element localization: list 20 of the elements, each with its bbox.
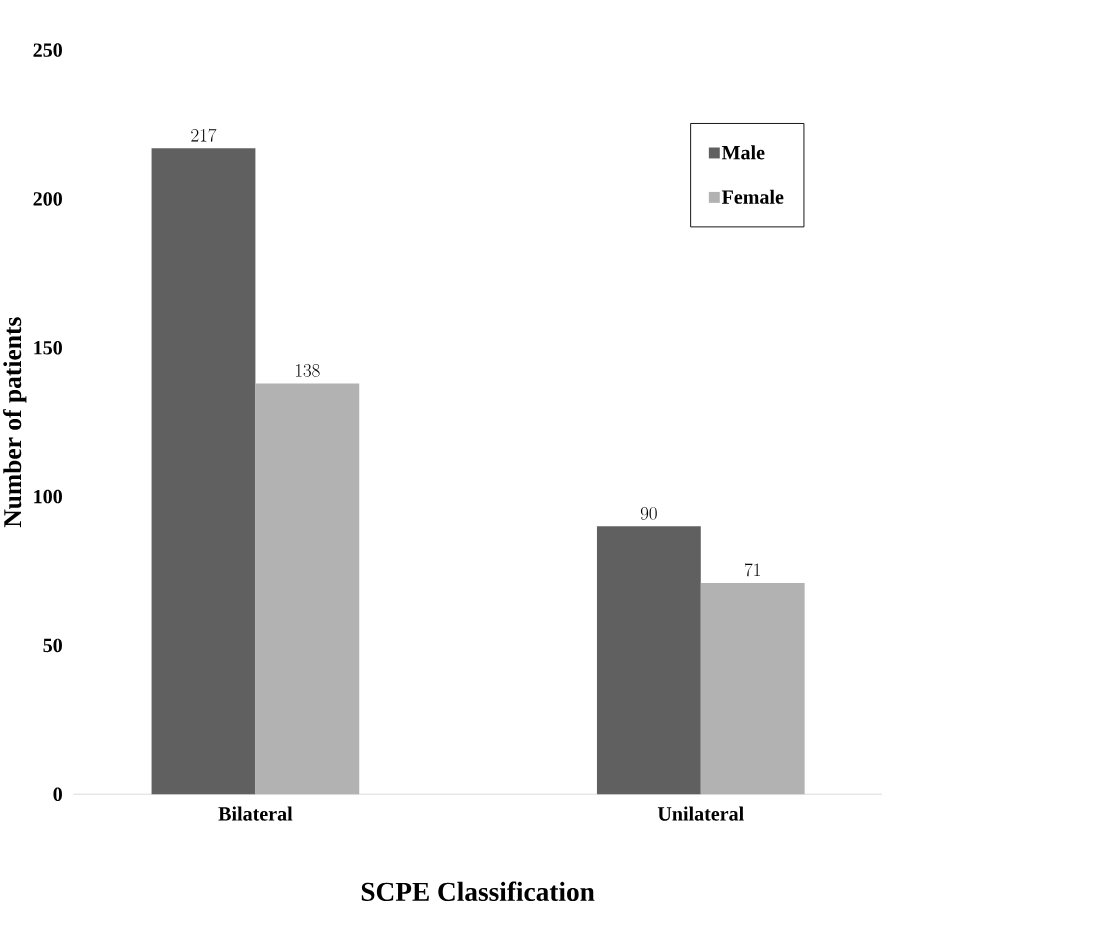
bar — [596, 526, 701, 795]
legend-label: Female — [721, 189, 784, 204]
y-tick-label: 100 — [34, 489, 62, 504]
x-axis-title: SCPE Classification — [361, 881, 595, 902]
y-axis-title: Number of patients — [3, 317, 27, 528]
bar — [700, 582, 805, 795]
bar — [151, 148, 256, 795]
bar — [255, 383, 360, 795]
legend-label: Male — [721, 145, 765, 160]
data-label: 217 — [191, 128, 217, 142]
y-tick-label: 200 — [33, 192, 62, 206]
y-tick-label: 250 — [33, 43, 62, 57]
data-label: 71 — [744, 563, 760, 577]
data-label: 138 — [295, 364, 320, 378]
data-label: 90 — [640, 507, 657, 520]
y-tick-label: 150 — [34, 341, 62, 355]
x-tick-label: Unilateral — [657, 806, 744, 821]
y-tick-label: 0 — [53, 787, 62, 802]
x-tick-label: Bilateral — [218, 806, 293, 821]
y-tick-label: 50 — [43, 638, 62, 653]
